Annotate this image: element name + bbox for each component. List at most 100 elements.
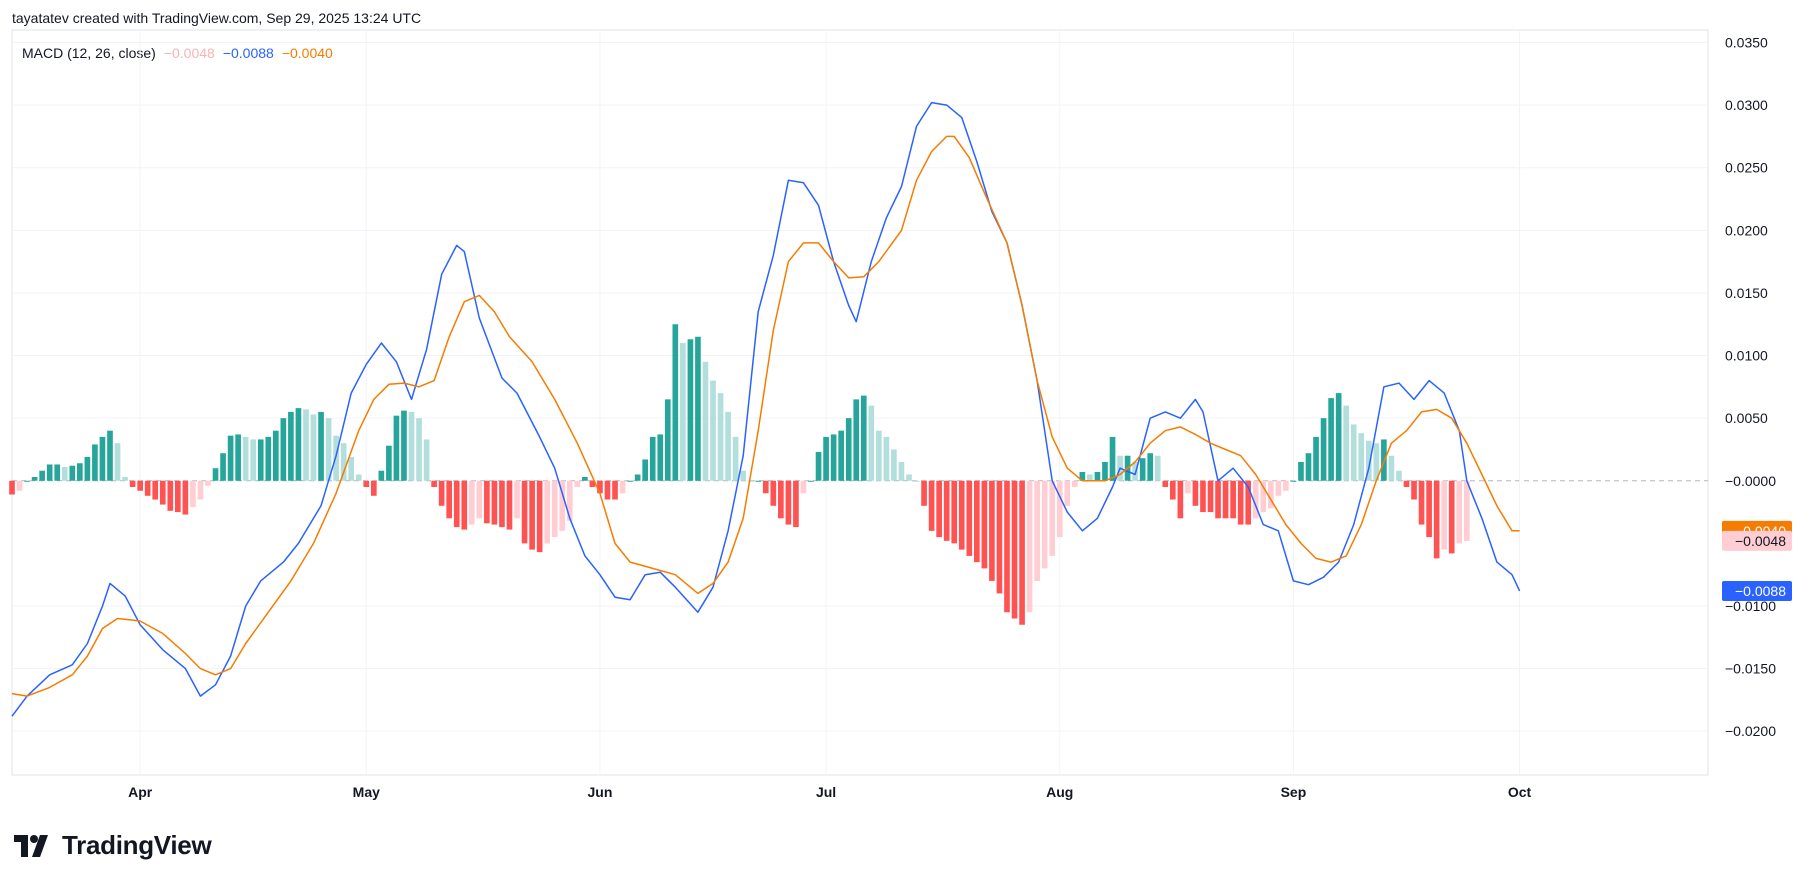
macd-line — [11, 101, 1521, 717]
histogram-bar — [913, 480, 920, 482]
histogram-bar — [1267, 480, 1274, 509]
histogram-bar — [1388, 455, 1395, 481]
histogram-bar — [951, 480, 958, 544]
price-label-box — [1722, 580, 1792, 601]
histogram-bar — [1328, 398, 1334, 481]
y-tick-label: 0.0350 — [1725, 35, 1768, 51]
histogram-bar — [1365, 440, 1372, 481]
histogram-bar — [1373, 443, 1380, 481]
histogram-bar — [1072, 480, 1078, 488]
histogram-bar — [1064, 480, 1071, 506]
histogram-bar — [1426, 480, 1432, 538]
histogram-bar — [597, 480, 603, 494]
histogram-bar — [514, 480, 520, 519]
histogram-bar — [1056, 480, 1063, 538]
histogram-bar — [634, 474, 641, 481]
plot-frame — [11, 29, 1709, 776]
histogram-bar — [212, 468, 219, 481]
histogram-bar — [152, 480, 159, 500]
histogram-bar — [649, 436, 656, 481]
histogram-bar — [551, 480, 558, 538]
histogram-bar — [906, 474, 912, 481]
histogram-bar — [589, 480, 596, 488]
histogram-bar — [1350, 424, 1357, 481]
histogram-bar — [1463, 480, 1470, 541]
x-tick-label: Jul — [816, 784, 836, 800]
histogram-bar — [1252, 480, 1259, 519]
histogram-value: −0.0048 — [163, 45, 215, 61]
histogram-bar — [1041, 480, 1048, 569]
histogram-bar — [340, 443, 347, 481]
histogram-bar — [1260, 480, 1267, 513]
histogram-bar — [860, 395, 867, 481]
histogram-bar — [680, 343, 686, 481]
histogram-bar — [815, 451, 822, 481]
histogram-bar — [438, 480, 445, 506]
histogram-bar — [1147, 453, 1154, 481]
tradingview-brand: TradingView — [62, 830, 212, 860]
tradingview-logo[interactable]: TradingView — [14, 830, 212, 861]
histogram-bar — [1313, 436, 1319, 481]
histogram-bar — [1169, 480, 1176, 500]
histogram-bar — [1418, 480, 1425, 525]
signal-value: −0.0040 — [281, 45, 333, 61]
histogram-bar — [1441, 480, 1448, 550]
histogram-bar — [853, 399, 860, 481]
histogram-bar — [431, 480, 437, 488]
histogram-bar — [461, 480, 468, 530]
y-tick-label: −0.0000 — [1725, 473, 1776, 489]
tradingview-logo-icon — [14, 834, 48, 857]
price-label-box — [1722, 530, 1792, 551]
histogram-bar — [1245, 480, 1252, 525]
histogram-bar — [627, 480, 633, 482]
histogram-bar — [1200, 480, 1206, 513]
histogram-bar — [725, 411, 731, 481]
histogram-bar — [265, 436, 272, 481]
histogram-bar — [401, 410, 407, 481]
histogram-bar — [484, 480, 490, 524]
histogram-bar — [762, 480, 769, 494]
histogram-bar — [996, 480, 1003, 594]
macd-value: −0.0088 — [222, 45, 274, 61]
histogram-bar — [1230, 480, 1236, 519]
histogram-bar — [61, 466, 68, 481]
histogram-bar — [1448, 480, 1455, 554]
indicator-legend[interactable]: MACD (12, 26, close) −0.0048 −0.0088 −0.… — [22, 45, 333, 61]
histogram-bar — [1237, 480, 1244, 525]
histogram-bar — [159, 480, 166, 505]
histogram-bar — [220, 453, 226, 481]
histogram-bar — [1396, 470, 1402, 481]
histogram-bar — [1049, 480, 1056, 556]
histogram-bar — [544, 480, 551, 544]
histogram-bar — [755, 480, 762, 482]
y-tick-label: −0.0150 — [1725, 661, 1776, 677]
histogram-bar — [974, 480, 980, 563]
histogram-bar — [272, 430, 279, 481]
histogram-bar — [1102, 461, 1108, 481]
histogram-bar — [144, 480, 151, 496]
histogram-bar — [182, 480, 189, 515]
histogram-bar — [386, 445, 392, 481]
histogram-bar — [453, 480, 460, 528]
histogram-bar — [1177, 480, 1184, 519]
histogram-bar — [898, 461, 905, 481]
histogram-bar — [416, 418, 422, 481]
histogram-bar — [499, 480, 505, 528]
histogram-bar — [1222, 480, 1229, 519]
histogram-bar — [318, 411, 324, 481]
x-tick-label: Oct — [1508, 784, 1532, 800]
signal-line — [11, 135, 1520, 697]
histogram-bar — [1162, 480, 1169, 488]
histogram-bar — [1456, 480, 1463, 544]
histogram-bar — [77, 463, 83, 481]
histogram-bar — [1215, 480, 1221, 519]
attribution-text: tayatatev created with TradingView.com, … — [12, 10, 422, 26]
histogram-bar — [1079, 471, 1086, 481]
y-tick-label: 0.0050 — [1725, 410, 1768, 426]
histogram-bar — [770, 480, 777, 506]
histogram-bar — [303, 409, 309, 481]
histogram-bar — [981, 480, 988, 569]
histogram-bar — [1305, 453, 1312, 481]
y-tick-label: 0.0300 — [1725, 97, 1768, 113]
